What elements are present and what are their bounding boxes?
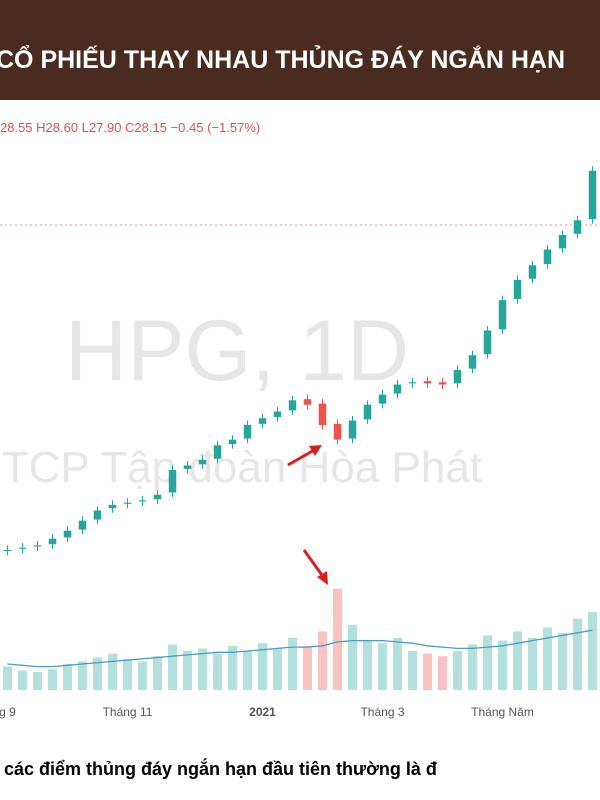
candle-body bbox=[213, 445, 222, 459]
candle-body bbox=[363, 404, 372, 420]
candle-body bbox=[303, 399, 312, 405]
candle-body bbox=[228, 439, 237, 445]
volume-bar bbox=[168, 644, 177, 690]
volume-bar bbox=[528, 638, 537, 690]
candle-body bbox=[33, 545, 42, 547]
ohlc-label: 28.55 H28.60 L27.90 C28.15 −0.45 (−1.57%… bbox=[0, 120, 260, 135]
volume-bar bbox=[543, 627, 552, 690]
volume-bar bbox=[138, 661, 147, 690]
candle-body bbox=[123, 502, 132, 504]
volume-bar bbox=[243, 651, 252, 690]
volume-bar bbox=[333, 588, 342, 690]
arrow-head bbox=[317, 571, 328, 585]
arrow bbox=[302, 549, 326, 579]
candle-body bbox=[543, 249, 552, 265]
watermark: HPG, 1D bbox=[65, 303, 409, 399]
candle-body bbox=[258, 418, 267, 424]
candle-body bbox=[288, 400, 297, 411]
candle-body bbox=[588, 170, 597, 220]
volume-bar bbox=[318, 631, 327, 690]
arrow-head bbox=[309, 445, 322, 456]
volume-bar bbox=[348, 625, 357, 690]
volume-bar bbox=[303, 645, 312, 690]
header-band bbox=[0, 0, 600, 100]
candle-body bbox=[273, 411, 282, 418]
volume-bar bbox=[483, 635, 492, 690]
volume-bar bbox=[393, 638, 402, 690]
candle-body bbox=[513, 279, 522, 299]
volume-bar bbox=[213, 653, 222, 690]
watermark-subtitle: CTCP Tập đoàn Hòa Phát bbox=[0, 443, 482, 492]
volume-bar bbox=[468, 644, 477, 690]
volume-bar bbox=[228, 645, 237, 690]
arrow bbox=[287, 447, 317, 467]
candle-body bbox=[138, 500, 147, 502]
candle-body bbox=[393, 384, 402, 394]
candle-body bbox=[198, 459, 207, 465]
candle-body bbox=[333, 423, 342, 440]
volume-bar bbox=[498, 640, 507, 690]
volume-bar bbox=[438, 656, 447, 690]
candle-body bbox=[93, 510, 102, 520]
volume-bar bbox=[408, 651, 417, 690]
volume-bar bbox=[3, 666, 12, 690]
candle-body bbox=[438, 382, 447, 385]
volume-bar bbox=[93, 657, 102, 690]
candle-body bbox=[183, 465, 192, 469]
plot: g 9 Tháng 11 2021 Tháng 3 Tháng Năm bbox=[0, 166, 597, 719]
candle-body bbox=[18, 547, 27, 549]
volume-bar bbox=[258, 643, 267, 690]
volume-bar bbox=[183, 651, 192, 690]
candle-body bbox=[168, 470, 177, 493]
volume-bar bbox=[123, 658, 132, 690]
x-tick-label: 2021 bbox=[249, 705, 276, 719]
candle-body bbox=[243, 425, 252, 439]
candle-body bbox=[573, 220, 582, 234]
candle-body bbox=[453, 369, 462, 384]
volume-bar bbox=[513, 631, 522, 690]
candle-body bbox=[48, 538, 57, 545]
volume-bar bbox=[108, 653, 117, 690]
candle-body bbox=[153, 494, 162, 500]
candle-body bbox=[408, 382, 417, 384]
volume-ma-line bbox=[7, 629, 593, 668]
volume-bar bbox=[288, 638, 297, 690]
candle-body bbox=[63, 530, 72, 538]
volume-bar bbox=[453, 651, 462, 690]
volume-bar bbox=[573, 618, 582, 690]
volume-bar bbox=[198, 648, 207, 690]
candle-body bbox=[378, 394, 387, 404]
volume-bar bbox=[273, 648, 282, 690]
candle-body bbox=[498, 300, 507, 330]
volume-bar bbox=[48, 669, 57, 690]
volume-bar bbox=[33, 671, 42, 690]
volume-bar bbox=[363, 640, 372, 690]
volume-bar bbox=[78, 661, 87, 690]
candle-body bbox=[468, 355, 477, 369]
volume-bar bbox=[558, 632, 567, 690]
candle-body bbox=[483, 330, 492, 355]
x-tick-label: g 9 bbox=[0, 705, 16, 719]
candle-body bbox=[423, 381, 432, 384]
volume-bar bbox=[423, 653, 432, 690]
x-tick-label: Tháng Năm bbox=[471, 705, 534, 719]
x-tick-label: Tháng 3 bbox=[360, 705, 404, 719]
caption: , các điểm thủng đáy ngắn hạn đầu tiên t… bbox=[0, 758, 437, 779]
candle-body bbox=[108, 504, 117, 509]
title: CỔ PHIẾU THAY NHAU THỦNG ĐÁY NGẮN HẠN bbox=[0, 44, 565, 74]
candle-body bbox=[528, 265, 537, 279]
volume-bar bbox=[588, 612, 597, 690]
candle-body bbox=[348, 420, 357, 439]
candle-body bbox=[78, 520, 87, 530]
candle-body bbox=[318, 403, 327, 425]
volume-bar bbox=[153, 656, 162, 690]
volume-bar bbox=[378, 643, 387, 690]
candle-body bbox=[558, 234, 567, 249]
volume-bar bbox=[63, 664, 72, 690]
candle-body bbox=[3, 549, 12, 551]
volume-bar bbox=[18, 670, 27, 690]
x-tick-label: Tháng 11 bbox=[103, 705, 153, 719]
